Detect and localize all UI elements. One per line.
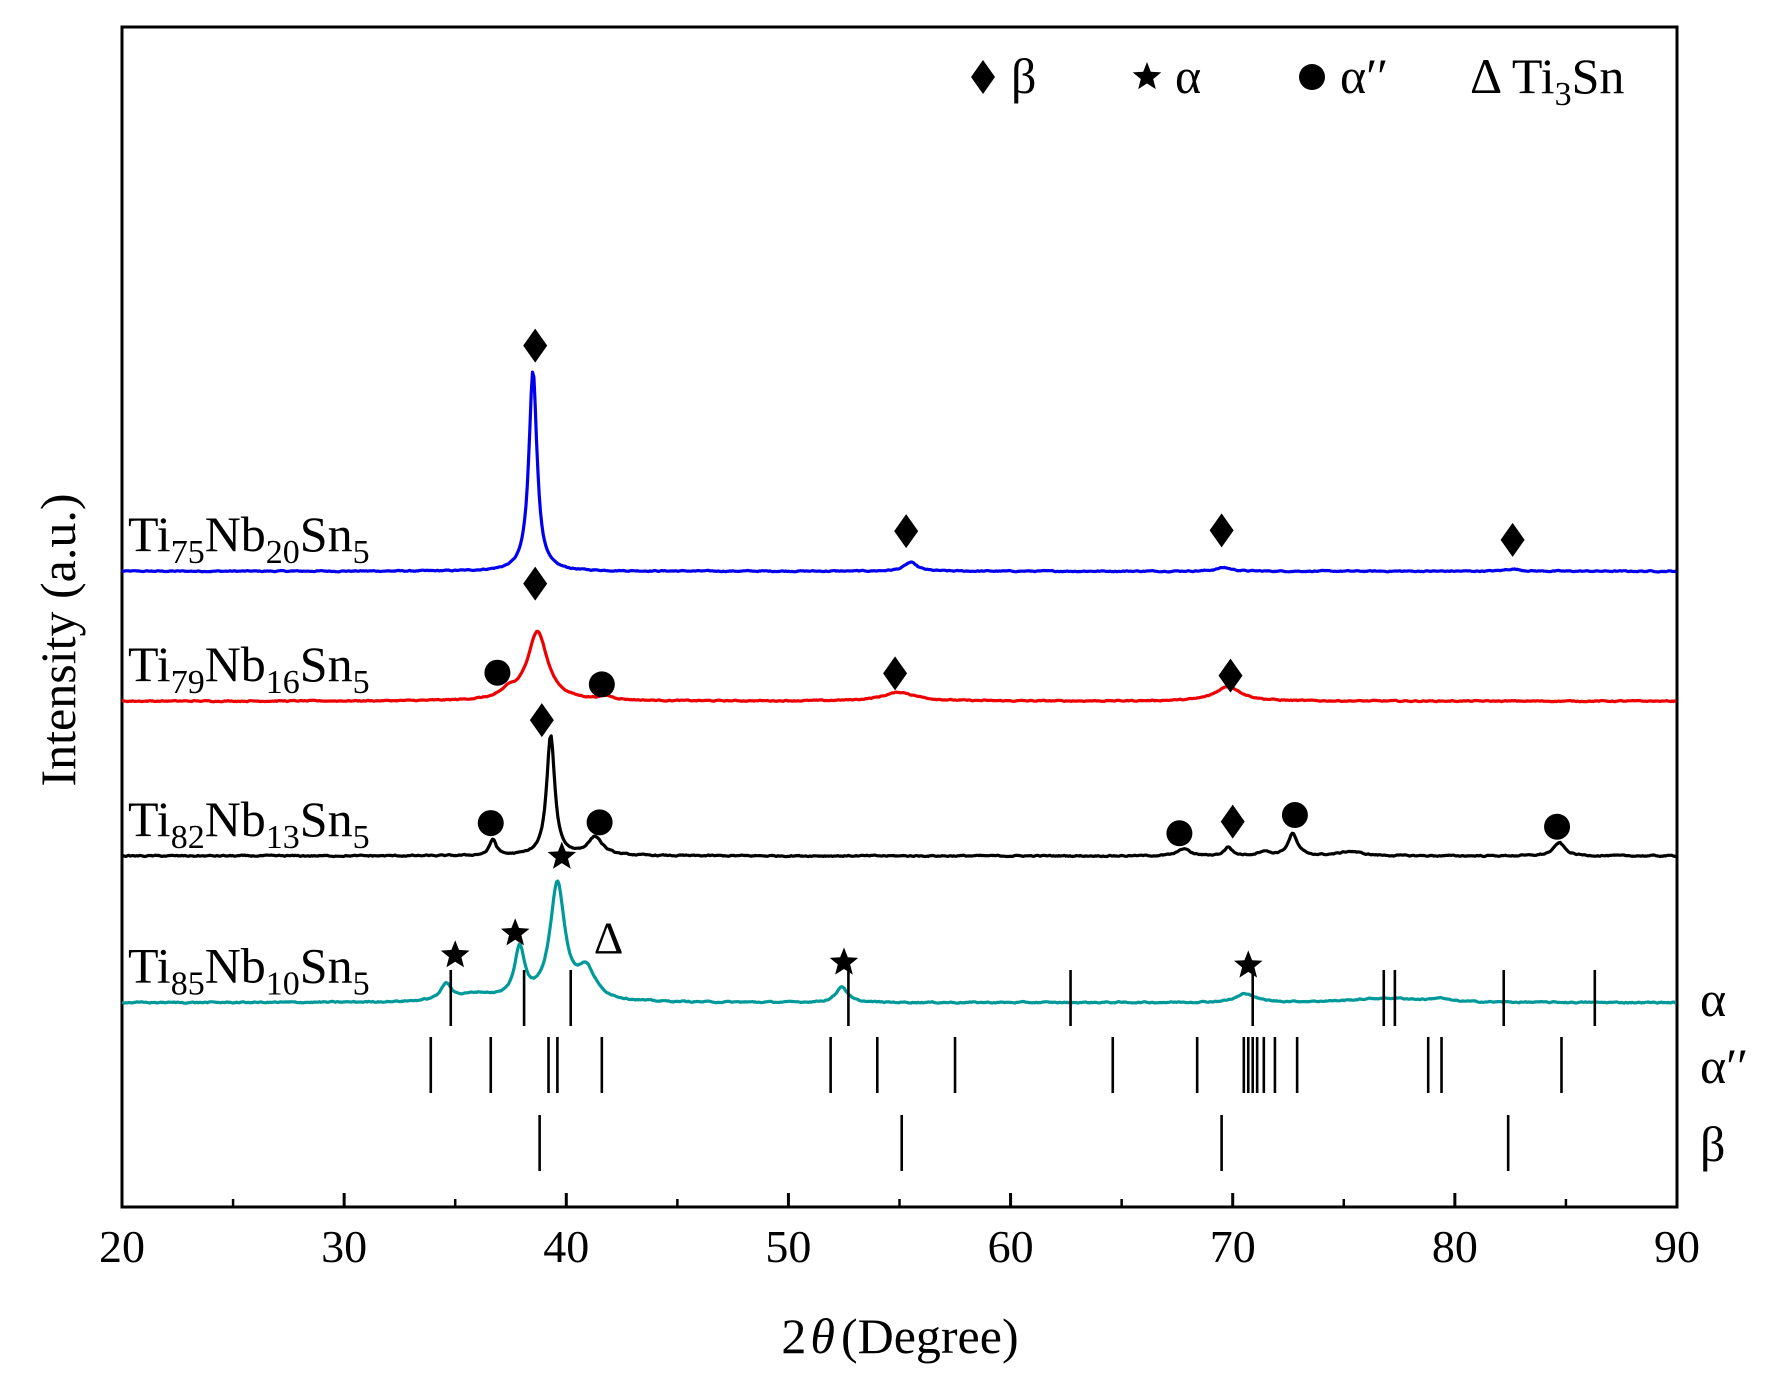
series-3-0-star-marker	[547, 841, 577, 869]
series-2-3-circle-marker	[1166, 820, 1193, 847]
legend: β α α′′ Δ Ti3Sn	[971, 48, 1624, 113]
series-layer	[121, 370, 1677, 1005]
series-3-3-delta-marker: Δ	[594, 913, 624, 964]
legend-label-circle: α′′	[1340, 48, 1388, 104]
series-1-0-diamond-marker	[523, 566, 548, 601]
series-1-1-circle-marker	[484, 659, 511, 686]
series-0-0-diamond-marker	[523, 328, 548, 363]
legend-circle-icon	[1299, 64, 1325, 90]
reference-label-α′′: α′′	[1700, 1038, 1748, 1094]
series-2-2-circle-marker	[586, 809, 613, 836]
series-3-1-star-marker	[440, 940, 470, 968]
series-0-3-diamond-marker	[1500, 522, 1525, 557]
series-1-2-circle-marker	[588, 671, 615, 698]
x-axis: 20 30 40 50 60 70 80 90	[99, 1193, 1700, 1272]
series-2-0-diamond-marker	[529, 703, 554, 738]
series-line-Ti75Nb20Sn5	[121, 370, 1677, 574]
series-label-Ti79Nb16Sn5: Ti79Nb16Sn5	[128, 636, 370, 701]
peak-markers: Δ	[440, 328, 1571, 978]
series-0-1-diamond-marker	[894, 514, 919, 549]
y-axis-title: Intensity (a.u.)	[30, 494, 86, 787]
series-2-4-diamond-marker	[1220, 804, 1245, 839]
reference-lines: α α′′ β	[429, 970, 1748, 1172]
series-2-6-circle-marker	[1544, 813, 1571, 840]
series-3-4-star-marker	[829, 947, 859, 975]
x-axis-title-theta: θ	[810, 1308, 835, 1364]
x-tick-label: 60	[988, 1221, 1034, 1272]
plot-frame	[120, 25, 1679, 1209]
series-1-3-diamond-marker	[883, 656, 908, 691]
series-label-Ti75Nb20Sn5: Ti75Nb20Sn5	[128, 506, 370, 571]
x-tick-label: 20	[99, 1221, 145, 1272]
series-0-2-diamond-marker	[1209, 513, 1234, 548]
series-2-1-circle-marker	[477, 810, 504, 837]
x-axis-title-suffix: (Degree)	[841, 1308, 1019, 1364]
series-3-2-star-marker	[500, 918, 530, 946]
x-axis-title-prefix: 2	[781, 1308, 806, 1364]
series-1-4-diamond-marker	[1218, 658, 1243, 693]
reference-label-α: α	[1700, 971, 1726, 1027]
series-line-Ti82Nb13Sn5	[121, 734, 1677, 859]
legend-star-icon	[1132, 62, 1162, 90]
x-tick-label: 30	[321, 1221, 367, 1272]
series-2-5-circle-marker	[1281, 802, 1308, 829]
x-tick-label: 50	[765, 1221, 811, 1272]
x-tick-label: 70	[1210, 1221, 1256, 1272]
series-line-Ti79Nb16Sn5	[121, 629, 1677, 704]
plot-area	[120, 25, 1679, 1209]
x-tick-label: 40	[543, 1221, 589, 1272]
x-tick-label: 80	[1432, 1221, 1478, 1272]
legend-label-ti3sn: Δ Ti3Sn	[1470, 48, 1624, 113]
legend-label-star: α	[1175, 48, 1201, 104]
x-tick-label: 90	[1654, 1221, 1700, 1272]
series-label-Ti82Nb13Sn5: Ti82Nb13Sn5	[128, 791, 370, 856]
x-axis-title: 2θ (Degree)	[781, 1308, 1018, 1364]
series-label-Ti85Nb10Sn5: Ti85Nb10Sn5	[128, 938, 370, 1003]
series-3-5-star-marker	[1234, 950, 1263, 978]
series-line-Ti85Nb10Sn5	[121, 879, 1677, 1005]
legend-label-diamond: β	[1011, 48, 1036, 104]
reference-label-β: β	[1700, 1116, 1725, 1172]
series-labels: Ti75Nb20Sn5 Ti79Nb16Sn5 Ti82Nb13Sn5 Ti85Nb1…	[128, 506, 370, 1002]
legend-diamond-icon	[971, 60, 995, 94]
